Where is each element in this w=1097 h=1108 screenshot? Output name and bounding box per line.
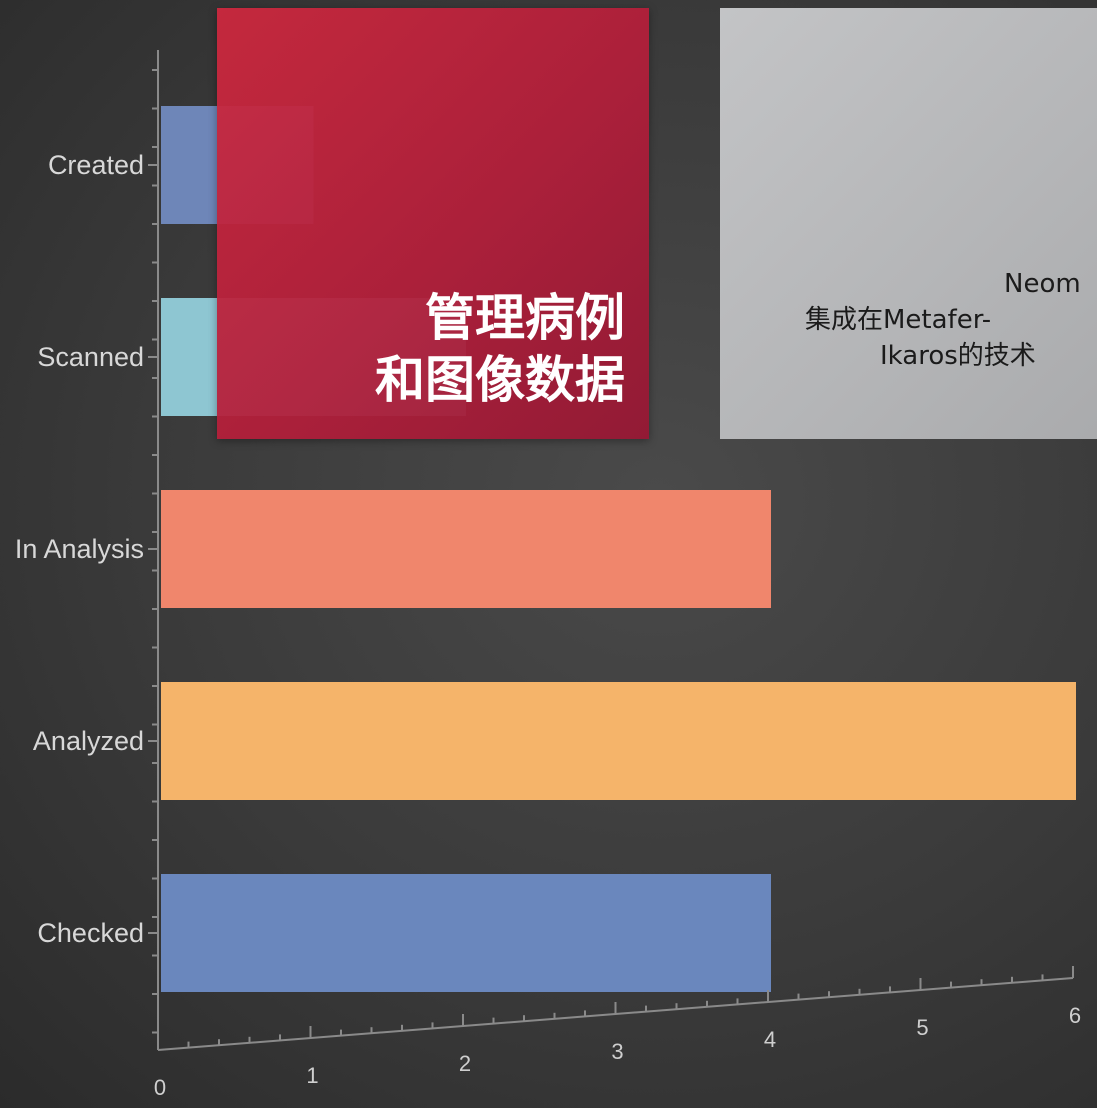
description-line1: Neom bbox=[1004, 269, 1081, 299]
x-tick-label-5: 5 bbox=[916, 1015, 928, 1040]
bar-checked bbox=[161, 874, 771, 992]
x-tick-label-2: 2 bbox=[459, 1051, 471, 1076]
x-tick-label-0: 0 bbox=[154, 1075, 166, 1100]
x-tick-label-3: 3 bbox=[611, 1039, 623, 1064]
card-title: 管理病例 和图像数据 bbox=[375, 287, 625, 411]
description-line3: Ikaros的技术 bbox=[880, 341, 1036, 371]
x-tick-label-6: 6 bbox=[1069, 1003, 1081, 1028]
x-tick-label-1: 1 bbox=[306, 1063, 318, 1088]
bar-analyzed bbox=[161, 682, 1076, 800]
card-title-line2: 和图像数据 bbox=[375, 351, 625, 409]
card-title-line1: 管理病例 bbox=[425, 289, 625, 347]
x-tick-label-4: 4 bbox=[764, 1027, 776, 1052]
y-axis: Created Scanned In Analysis Analyzed Checked bbox=[15, 50, 159, 1050]
description-text: Neom 集成在Metafer- Ikaros的技术 bbox=[768, 266, 1097, 374]
x-axis: 0 1 2 3 4 5 6 bbox=[154, 966, 1081, 1100]
y-tick-label-analyzed: Analyzed bbox=[33, 726, 144, 756]
title-card: 管理病例 和图像数据 bbox=[217, 8, 649, 439]
description-card: Neom 集成在Metafer- Ikaros的技术 bbox=[720, 8, 1097, 439]
bar-in-analysis bbox=[161, 490, 771, 608]
y-tick-label-checked: Checked bbox=[37, 918, 144, 948]
y-tick-label-created: Created bbox=[48, 150, 144, 180]
y-tick-label-scanned: Scanned bbox=[37, 342, 144, 372]
description-line2: 集成在Metafer- bbox=[805, 305, 992, 335]
y-tick-label-in-analysis: In Analysis bbox=[15, 534, 144, 564]
